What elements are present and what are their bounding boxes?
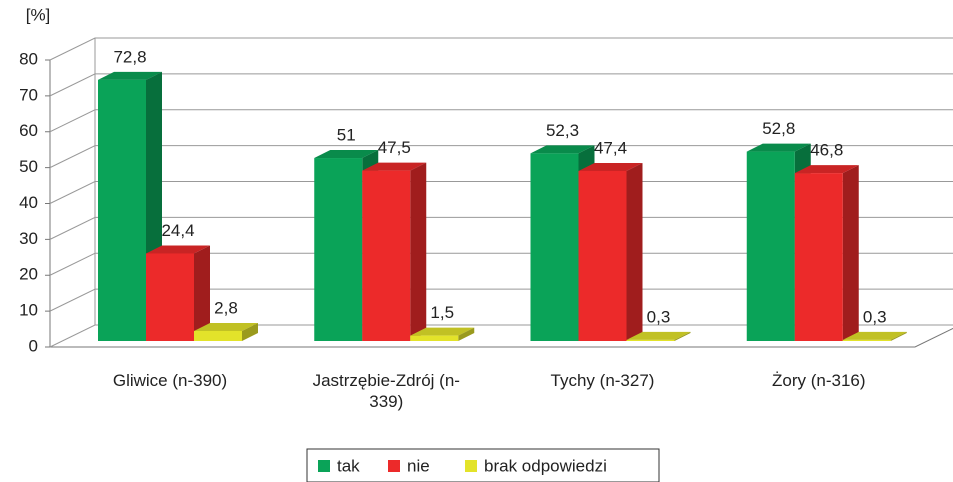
value-label: 0,3 [647, 307, 671, 326]
bar [794, 173, 843, 341]
value-label: 52,3 [546, 121, 579, 140]
value-label: 0,3 [863, 307, 887, 326]
bar [410, 335, 459, 341]
value-label: 51 [337, 126, 356, 145]
x-tick-label: Tychy (n-327) [550, 371, 655, 390]
y-tick-label: 0 [29, 336, 38, 355]
bar-side [410, 162, 427, 341]
grid-line [49, 37, 953, 61]
y-tick-label: 40 [19, 193, 38, 212]
value-label: 2,8 [214, 298, 238, 317]
legend-swatch [388, 460, 400, 472]
legend-label: nie [407, 456, 430, 475]
x-tick-label: Jastrzębie-Zdrój (n-339) [312, 371, 460, 411]
bar-top [626, 331, 691, 340]
bar-side [842, 165, 859, 341]
x-tick-label: Żory (n-316) [771, 371, 866, 390]
bar-side [674, 331, 691, 341]
y-tick-label: 70 [19, 85, 38, 104]
x-tick-label: Gliwice (n-390) [112, 371, 228, 390]
bar-top [362, 162, 427, 171]
legend-label: tak [337, 456, 360, 475]
bar-top [146, 245, 210, 254]
grid-line [49, 288, 953, 312]
value-label: 1,5 [430, 303, 454, 322]
bar [98, 79, 146, 341]
bar [146, 253, 194, 341]
bar-top [578, 162, 643, 171]
y-tick-label: 80 [19, 49, 38, 68]
bar [530, 153, 579, 341]
bar-top [410, 327, 475, 336]
bar-side [458, 327, 475, 341]
grid-line [49, 109, 953, 133]
grid-line [49, 73, 953, 97]
bar [842, 339, 891, 341]
bar-side [890, 331, 907, 341]
value-label: 46,8 [810, 141, 843, 160]
grid-line [49, 324, 953, 348]
bar-side [194, 245, 210, 341]
y-tick-label: 60 [19, 121, 38, 140]
bar-top [194, 322, 258, 331]
grid-line [49, 216, 953, 240]
legend-label: brak odpowiedzi [484, 456, 607, 475]
bar-side [626, 162, 643, 341]
legend-box [306, 448, 660, 482]
grid-line [49, 181, 953, 204]
value-label: 52,8 [762, 119, 795, 138]
grid-line [49, 252, 953, 276]
value-label: 24,4 [161, 221, 194, 240]
bar-top [314, 150, 379, 159]
bar-top [530, 145, 595, 154]
bar [626, 339, 675, 341]
y-axis-label: [%] [26, 5, 51, 24]
grid-line [49, 145, 953, 169]
bar-top [794, 165, 859, 174]
bar [194, 330, 242, 341]
legend-swatch [318, 460, 330, 472]
y-tick-label: 50 [19, 157, 38, 176]
bar [362, 170, 411, 341]
value-label: 47,5 [378, 138, 411, 157]
bar-top [98, 71, 162, 80]
value-label: 47,4 [594, 138, 627, 157]
y-tick-label: 20 [19, 265, 38, 284]
bar-side [242, 322, 258, 341]
bar-top [746, 143, 811, 152]
bar [314, 158, 363, 341]
y-tick-label: 10 [19, 301, 38, 320]
value-label: 72,8 [113, 47, 146, 66]
legend-swatch [465, 460, 477, 472]
bar [746, 151, 795, 341]
y-tick-label: 30 [19, 229, 38, 248]
bar-top [842, 331, 907, 340]
bar [578, 170, 627, 341]
